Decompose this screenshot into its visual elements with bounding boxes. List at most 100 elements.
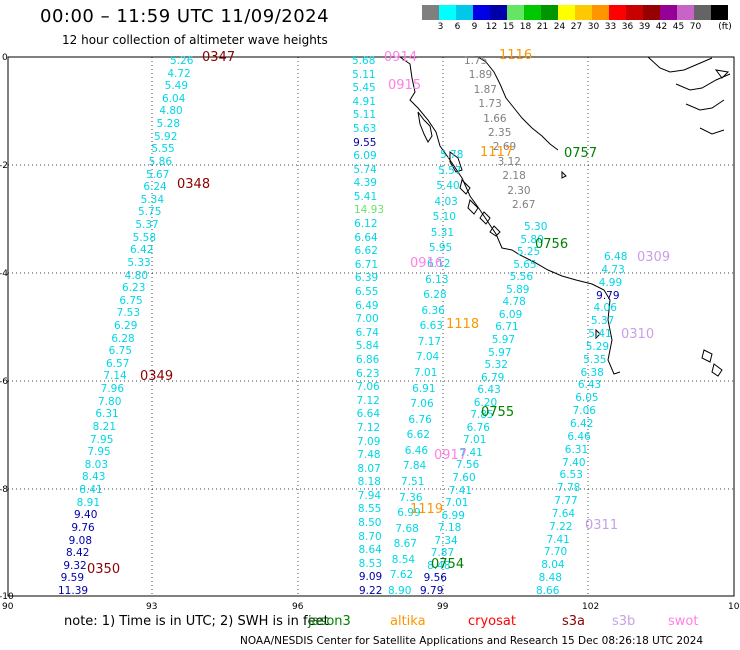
legend-label: 15 [502,22,515,32]
wave-height-value: 7.51 [401,476,425,488]
wave-height-value: 7.17 [417,335,442,348]
time-label: 1119 [410,502,444,517]
wave-height-value: 5.49 [164,80,189,93]
wave-height-value: 5.74 [353,163,377,176]
legend-swatch [439,5,456,20]
wave-height-value: 6.48 [604,251,628,263]
wave-height-value: 6.62 [406,429,430,442]
map-title: 00:00 – 11:59 UTC 11/09/2024 [40,6,330,27]
time-label: 0347 [202,50,236,65]
wave-height-value: 4.91 [352,95,376,108]
wave-height-value: 6.43 [577,379,602,392]
wave-height-value: 6.46 [404,444,429,457]
legend-swatch [609,5,626,20]
satellite-name: s3a [562,614,586,629]
wave-height-value: 8.54 [391,553,416,566]
wave-height-value: 5.75 [138,206,162,219]
time-label: 0914 [384,50,418,65]
legend-label: 24 [553,22,566,32]
y-tick-label: 0 [2,53,8,63]
x-tick-label: 96 [292,602,304,612]
time-label: 0350 [87,562,121,577]
wave-height-value: 8.64 [358,544,382,557]
legend-label: 39 [638,22,651,32]
legend-swatch [575,5,592,20]
wave-height-value: 6.46 [567,430,591,443]
wave-height-value: 5.86 [148,155,173,168]
wave-height-value: 9.55 [353,136,377,149]
wave-height-value: 7.06 [356,381,380,394]
wave-height-value: 7.78 [556,482,581,495]
y-tick-label: -8 [0,485,8,495]
wave-height-value: 5.40 [436,180,460,193]
wave-height-value: 5.89 [506,283,530,296]
wave-height-value: 1.73 [478,98,502,111]
wave-height-value: 9.79 [420,585,444,597]
wave-height-value: 7.85 [470,409,494,422]
satellite-name: jason3 [308,614,351,629]
wave-height-value: 5.10 [432,211,456,224]
wave-height-value: 5.92 [154,130,178,143]
legend-label: 9 [471,22,478,32]
legend-swatch [422,5,439,20]
wave-height-value: 6.28 [423,289,447,302]
legend-swatch [524,5,541,20]
wave-height-value: 7.06 [410,398,434,411]
wave-height-value: 5.30 [524,221,548,233]
wave-height-value: 7.14 [103,370,127,383]
wave-height-value: 8.42 [66,547,90,560]
wave-height-value: 6.39 [354,272,379,285]
wave-height-value: 6.05 [575,392,599,405]
wave-height-value: 6.43 [477,384,501,397]
wave-height-value: 8.91 [76,496,101,509]
wave-height-value: 5.80 [520,233,544,246]
wave-height-value: 11.39 [58,585,89,597]
wave-height-value: 8.50 [358,517,382,530]
wave-height-value: 1.75 [464,55,488,67]
wave-height-value: 4.72 [167,67,191,80]
wave-height-value: 6.23 [356,367,380,380]
time-label: 0754 [431,557,465,572]
wave-height-value: 5.37 [590,315,615,328]
wave-height-value: 5.11 [352,109,377,122]
wave-height-value: 5.41 [588,328,612,341]
wave-height-value: 7.34 [434,534,458,547]
legend-swatch [643,5,660,20]
wave-height-value: 7.60 [452,472,476,485]
wave-height-value: 5.97 [491,333,516,346]
wave-height-value: 5.32 [484,359,508,372]
legend-label: 27 [570,22,583,32]
wave-height-value: 6.71 [354,258,379,271]
wave-height-value: 9.40 [74,509,98,522]
wave-height-value: 7.01 [414,367,438,379]
wave-height-value: 5.95 [428,242,453,255]
wave-height-value: 7.12 [356,421,381,434]
wave-height-value: 8.66 [536,585,560,597]
wave-height-value: 5.35 [583,353,607,366]
wave-height-value: 6.53 [559,469,583,482]
x-tick-label: 90 [2,602,14,612]
legend-swatch [626,5,643,20]
wave-height-value: 6.99 [441,509,465,522]
wave-height-value: 2.30 [507,184,531,197]
x-tick-label: 102 [582,602,600,612]
satellite-name: altika [390,614,426,629]
y-tick-label: -2 [0,161,8,171]
wave-height-value: 4.73 [601,263,625,276]
wave-height-value: 2.35 [488,127,512,139]
legend-label: 33 [604,22,617,32]
wave-height-value: 8.53 [358,557,383,570]
legend-swatch [677,5,694,20]
wave-height-value: 6.42 [570,418,594,430]
wave-height-value: 6.99 [397,507,421,520]
time-label: 0915 [388,78,422,93]
wave-height-value: 4.80 [159,105,183,118]
credit-line: NOAA/NESDIS Center for Satellite Applica… [240,635,704,647]
y-tick-label: -6 [0,377,8,387]
legend-label: 6 [454,22,461,32]
time-label: 0757 [564,146,598,161]
wave-height-value: 5.33 [127,256,151,269]
wave-height-value: 6.04 [162,92,186,105]
wave-height-value: 7.84 [402,460,427,473]
